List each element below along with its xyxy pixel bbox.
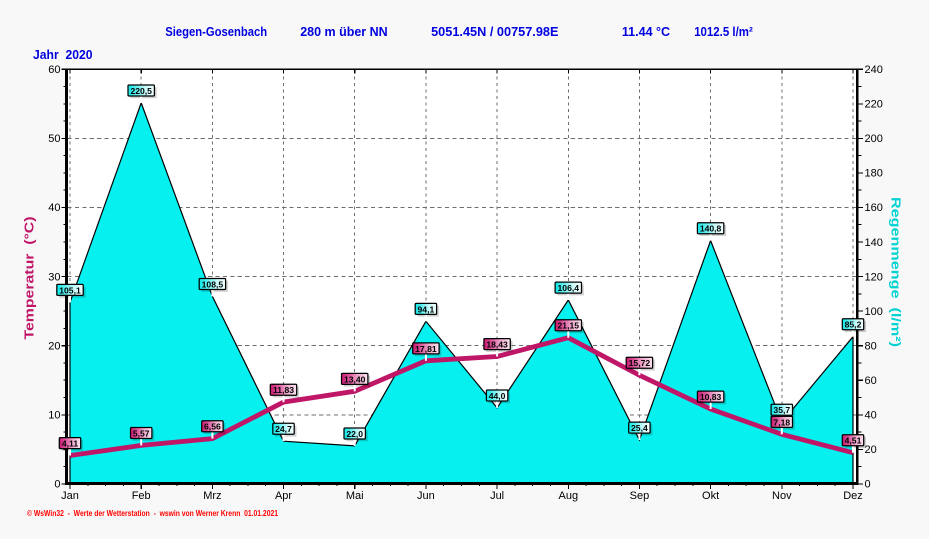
svg-text:7,18: 7,18: [773, 417, 790, 427]
svg-text:Okt: Okt: [702, 490, 719, 502]
svg-text:10,83: 10,83: [700, 392, 722, 402]
svg-text:0: 0: [54, 479, 60, 491]
svg-text:17,81: 17,81: [415, 344, 437, 354]
svg-text:240: 240: [865, 64, 883, 76]
svg-text:22,0: 22,0: [346, 429, 363, 439]
svg-text:0: 0: [865, 479, 871, 491]
svg-text:20: 20: [48, 341, 60, 353]
svg-text:Jun: Jun: [417, 490, 435, 502]
svg-text:80: 80: [865, 341, 877, 353]
svg-text:Jul: Jul: [490, 490, 504, 502]
svg-text:120: 120: [865, 271, 883, 283]
svg-text:160: 160: [865, 202, 883, 214]
svg-text:50: 50: [48, 133, 60, 145]
svg-text:220,5: 220,5: [130, 86, 152, 96]
svg-text:280 m über NN: 280 m über NN: [300, 25, 388, 39]
svg-text:10: 10: [48, 410, 60, 422]
svg-text:1012.5 l/m²: 1012.5 l/m²: [694, 25, 753, 39]
svg-text:5,57: 5,57: [133, 428, 150, 438]
svg-text:Aug: Aug: [559, 490, 579, 502]
svg-text:35,7: 35,7: [773, 405, 790, 415]
svg-text:Sep: Sep: [630, 490, 650, 502]
svg-text:Mai: Mai: [346, 490, 364, 502]
svg-text:11,83: 11,83: [273, 385, 294, 395]
svg-text:Dez: Dez: [843, 490, 863, 502]
svg-text:85,2: 85,2: [845, 320, 862, 330]
svg-text:105,1: 105,1: [59, 285, 81, 295]
svg-text:15,72: 15,72: [629, 358, 651, 368]
svg-text:30: 30: [48, 271, 60, 283]
svg-text:24,7: 24,7: [275, 424, 292, 434]
svg-text:13,40: 13,40: [344, 374, 366, 384]
svg-text:25,4: 25,4: [631, 423, 648, 433]
svg-text:200: 200: [865, 133, 883, 145]
svg-text:Jan: Jan: [61, 490, 79, 502]
svg-text:Regenmenge (l/m²): Regenmenge (l/m²): [889, 197, 903, 347]
svg-text:Jahr 2020: Jahr 2020: [33, 48, 93, 62]
svg-text:Apr: Apr: [275, 490, 292, 502]
svg-text:94,1: 94,1: [418, 304, 435, 314]
svg-text:Mrz: Mrz: [203, 490, 221, 502]
svg-text:220: 220: [865, 99, 883, 111]
svg-text:106,4: 106,4: [558, 283, 580, 293]
svg-text:108,5: 108,5: [202, 279, 224, 289]
svg-text:Nov: Nov: [772, 490, 792, 502]
svg-text:4,11: 4,11: [62, 439, 78, 449]
svg-text:21,15: 21,15: [558, 321, 580, 331]
svg-text:5051.45N / 00757.98E: 5051.45N / 00757.98E: [431, 25, 558, 39]
svg-text:60: 60: [865, 375, 877, 387]
svg-text:100: 100: [865, 306, 883, 318]
svg-text:4,51: 4,51: [845, 436, 862, 446]
svg-text:© WsWin32 - Werte der Wetter: © WsWin32 - Werte der Wetterstation - ws…: [27, 509, 278, 518]
svg-text:40: 40: [48, 202, 60, 214]
svg-text:140,8: 140,8: [700, 224, 722, 234]
svg-text:18,43: 18,43: [486, 340, 508, 350]
svg-text:Siegen-Gosenbach: Siegen-Gosenbach: [165, 25, 267, 39]
svg-text:11.44 °C: 11.44 °C: [622, 25, 670, 39]
svg-text:20: 20: [865, 444, 877, 456]
svg-text:44,0: 44,0: [489, 391, 506, 401]
svg-text:60: 60: [48, 64, 60, 76]
svg-text:Feb: Feb: [132, 490, 151, 502]
svg-text:180: 180: [865, 168, 883, 180]
svg-text:6,56: 6,56: [204, 422, 221, 432]
svg-text:140: 140: [865, 237, 883, 249]
svg-text:Temperatur (°C): Temperatur (°C): [23, 217, 37, 340]
svg-text:40: 40: [865, 410, 877, 422]
